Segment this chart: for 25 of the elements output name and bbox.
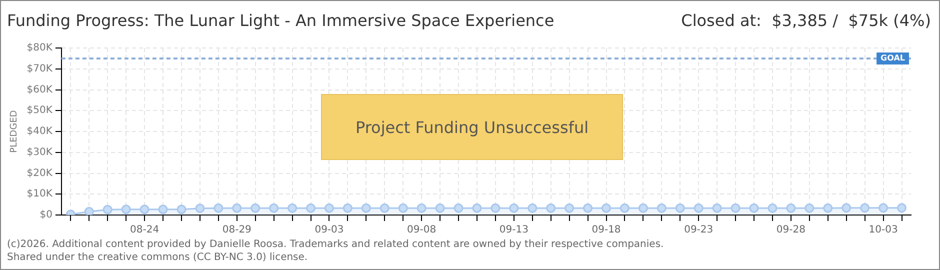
y-tick-label: $20K: [26, 168, 53, 179]
ref-line-label: GOAL: [880, 54, 906, 63]
x-tick-label: 08-29: [222, 224, 252, 236]
chart-subtitle: Closed at: $3,385 / $75k (4%): [681, 11, 931, 30]
chart-title: Funding Progress: The Lunar Light - An Immersive Space Experience: [7, 11, 554, 30]
y-tick-label: $10K: [26, 188, 53, 200]
notice-box: Project Funding Unsuccessful: [321, 94, 623, 160]
y-axis-title: PLEDGED: [10, 110, 20, 153]
y-tick-label: $70K: [26, 63, 53, 74]
x-tick-label: 09-13: [499, 224, 528, 236]
x-tick-label: 09-28: [776, 224, 806, 236]
x-tick-label: 09-08: [407, 224, 436, 236]
x-tick-label: 09-18: [592, 224, 621, 236]
y-tick-label: $80K: [26, 42, 53, 54]
y-tick-label: $30K: [26, 146, 53, 158]
y-tick-label: $60K: [26, 84, 53, 96]
y-tick-label: $50K: [26, 105, 53, 116]
x-tick-label: 10-03: [868, 224, 898, 236]
x-tick-label: 09-23: [684, 224, 714, 236]
y-tick-label: $0: [40, 210, 52, 221]
text: Shared under the creative commons (CC BY-NC 3.0) license.: [7, 252, 308, 263]
x-tick-label: 09-03: [314, 224, 344, 236]
x-tick-label: 08-24: [130, 224, 160, 236]
text: (c)2026. Additional content provided by Danielle Roosa. Trademarks and related content are owned by their respective companies.: [7, 239, 664, 250]
y-tick-label: $40K: [26, 126, 53, 138]
